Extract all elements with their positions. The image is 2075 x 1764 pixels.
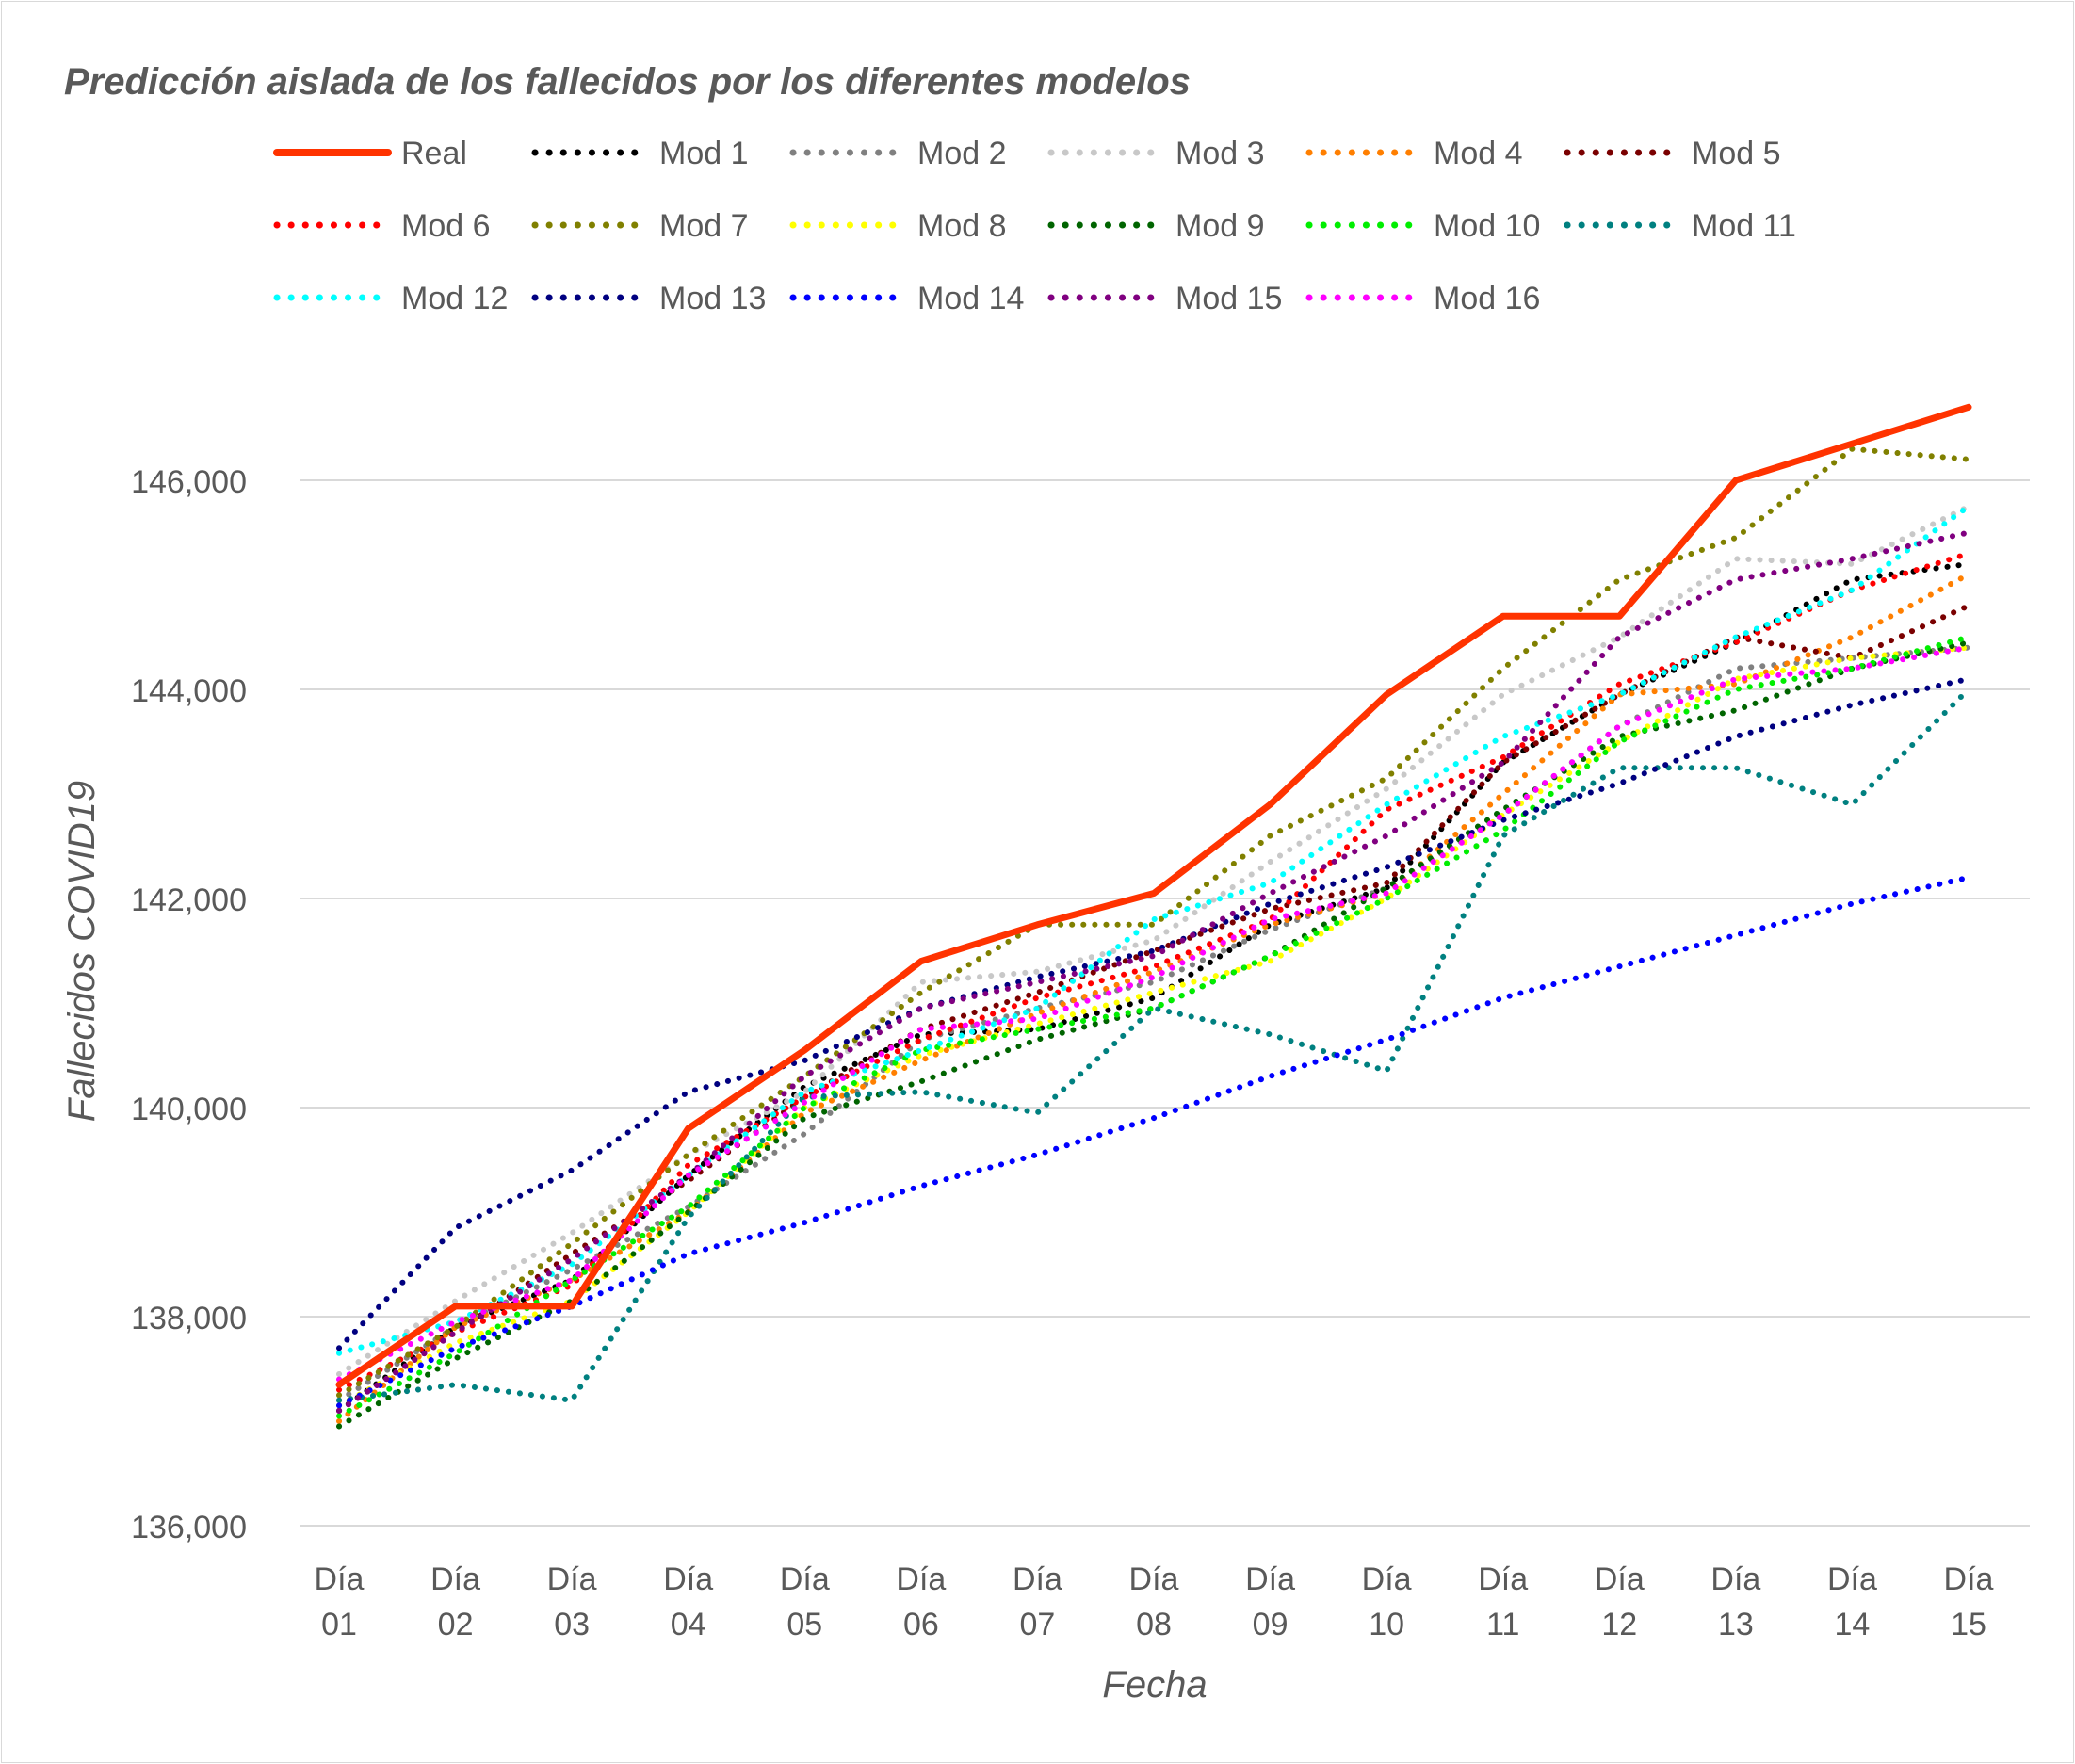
x-tick-label: Día 11 [1478, 1562, 1528, 1643]
x-tick-label: Día 02 [430, 1562, 480, 1643]
x-tick-label: Día 14 [1827, 1562, 1877, 1643]
legend-label: Mod 7 [659, 208, 749, 244]
series-line [335, 403, 1972, 1388]
legend-item: Real [273, 136, 467, 171]
series-line [336, 644, 1971, 1403]
legend-label: Mod 14 [917, 281, 1024, 316]
legend-item: Mod 11 [1564, 208, 1796, 244]
legend-label: Real [401, 136, 467, 171]
series-real [335, 403, 1972, 1388]
legend-item: Mod 6 [273, 208, 491, 244]
x-tick-label: Día 10 [1362, 1562, 1412, 1643]
legend-label: Mod 10 [1434, 208, 1540, 244]
x-tick-label: Día 01 [315, 1562, 365, 1643]
y-tick-label: 138,000 [131, 1301, 247, 1336]
legend-label: Mod 12 [401, 281, 508, 316]
x-tick-label: Día 13 [1710, 1562, 1760, 1643]
series-mod-12 [336, 503, 1971, 1356]
legend-item: Mod 15 [1047, 281, 1282, 316]
legend-label: Mod 16 [1434, 281, 1540, 316]
legend-label: Mod 13 [659, 281, 766, 316]
x-tick-label: Día 09 [1245, 1562, 1295, 1643]
series-line [336, 503, 1971, 1377]
y-tick-label: 142,000 [131, 882, 247, 918]
legend-label: Mod 3 [1175, 136, 1265, 171]
legend-label: Mod 15 [1175, 281, 1282, 316]
legend-item: Mod 7 [531, 208, 749, 244]
y-tick-label: 146,000 [131, 464, 247, 500]
x-tick-label: Día 06 [896, 1562, 946, 1643]
series-mod-15 [336, 529, 1971, 1414]
y-axis-title: Fallecidos COVID19 [61, 781, 103, 1122]
series-mod-11 [336, 687, 1971, 1403]
legend-label: Mod 4 [1434, 136, 1523, 171]
series-mod-10 [336, 634, 1971, 1419]
x-axis-tick-labels: Día 01 Día 02 Día 03 Día 04 Día 05 Día 06 Día 07 Día 08… [315, 1562, 1994, 1643]
legend: Real Mod 1 Mod 2 Mod 3 Mod 4 Mod 5 Mod 6 Mod 7 M… [273, 136, 1796, 316]
series-line [336, 644, 1971, 1409]
legend-item: Mod 10 [1305, 208, 1540, 244]
x-tick-label: Día 05 [780, 1562, 830, 1643]
legend-item: Mod 16 [1305, 281, 1540, 316]
series-line [336, 639, 1971, 1430]
x-tick-label: Día 12 [1595, 1562, 1645, 1643]
series-layer [335, 403, 1972, 1430]
legend-label: Mod 9 [1175, 208, 1265, 244]
x-tick-label: Día 04 [663, 1562, 713, 1643]
legend-item: Mod 14 [789, 281, 1024, 316]
gridlines [300, 479, 2030, 1527]
legend-item: Mod 4 [1305, 136, 1523, 171]
series-mod-14 [336, 874, 1971, 1409]
legend-item: Mod 3 [1047, 136, 1265, 171]
series-mod-9 [336, 639, 1971, 1430]
legend-label: Mod 1 [659, 136, 749, 171]
x-tick-label: Día 07 [1013, 1562, 1062, 1643]
legend-item: Mod 9 [1047, 208, 1265, 244]
legend-item: Mod 8 [789, 208, 1007, 244]
y-tick-label: 144,000 [131, 673, 247, 709]
series-mod-7 [336, 445, 1971, 1399]
x-tick-label: Día 15 [1944, 1562, 1994, 1643]
legend-item: Mod 5 [1564, 136, 1781, 171]
x-tick-label: Día 08 [1129, 1562, 1179, 1643]
chart-title: Predicción aislada de los fallecidos por… [64, 61, 1191, 103]
y-axis-tick-labels: 136,000 138,000 140,000 142,000 144,000 146,0… [131, 464, 247, 1546]
series-line [336, 571, 1971, 1424]
legend-label: Mod 8 [917, 208, 1007, 244]
x-axis-title: Fecha [1102, 1664, 1207, 1706]
legend-item: Mod 12 [273, 281, 508, 316]
legend-item: Mod 2 [789, 136, 1007, 171]
legend-label: Mod 5 [1692, 136, 1781, 171]
series-line [336, 687, 1971, 1403]
series-line [336, 529, 1971, 1414]
legend-label: Mod 6 [401, 208, 491, 244]
series-line [336, 634, 1971, 1419]
legend-item: Mod 1 [531, 136, 749, 171]
series-line [336, 445, 1971, 1399]
legend-label: Mod 11 [1692, 208, 1796, 244]
legend-label: Mod 2 [917, 136, 1007, 171]
legend-item: Mod 13 [531, 281, 766, 316]
y-tick-label: 140,000 [131, 1092, 247, 1127]
y-tick-label: 136,000 [131, 1510, 247, 1546]
x-tick-label: Día 03 [547, 1562, 597, 1643]
